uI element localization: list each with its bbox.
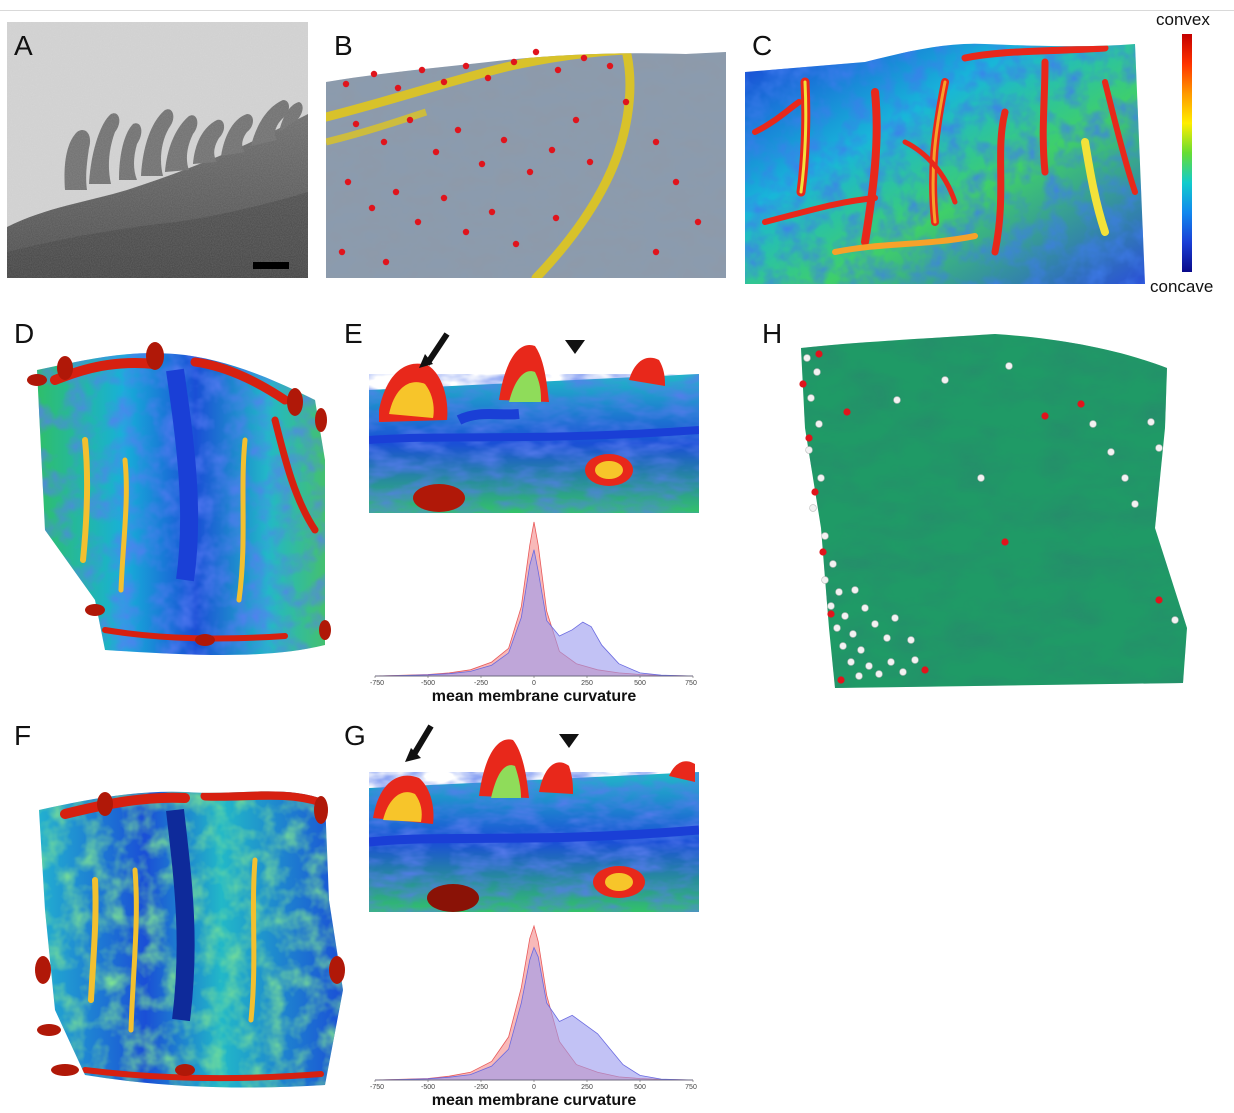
actin-filament-path	[326, 52, 635, 278]
panel-a-micrograph	[7, 22, 308, 278]
arrowhead-marker-g	[559, 734, 579, 748]
x-tick-label: -750	[370, 1084, 384, 1090]
edge-protrusions	[27, 342, 331, 646]
red-markers-h	[799, 350, 1163, 684]
x-tick-label: 250	[581, 680, 593, 686]
panel-letter-d: D	[14, 318, 35, 349]
em-image	[7, 22, 308, 278]
histogram-e: -750 -500 -250 0 250 500 750	[369, 516, 699, 686]
arrow-marker-g	[405, 748, 421, 762]
arrow-marker	[419, 354, 433, 368]
density-series-1	[374, 946, 694, 1081]
panel-g-closeup	[369, 722, 699, 912]
convex-peaks	[369, 344, 699, 512]
panel-letter-h: H	[762, 318, 783, 349]
closeup-e	[369, 330, 699, 513]
white-markers	[803, 354, 1179, 680]
panel-letter-c: C	[752, 30, 773, 61]
x-tick-label: 500	[634, 1084, 646, 1090]
panel-e-closeup	[369, 330, 699, 513]
colorbar	[1182, 34, 1192, 272]
panel-h-membrane-render	[795, 328, 1195, 693]
edge-protrusions-f	[35, 792, 345, 1076]
curvature-map-d	[27, 342, 331, 655]
curvature-map-f	[35, 791, 345, 1088]
histogram-g-xlabel: mean membrane curvature	[431, 1092, 637, 1109]
red-markers	[338, 48, 702, 266]
scale-bar	[253, 262, 289, 269]
x-tick-label: -250	[474, 1084, 488, 1090]
panel-letter-g: G	[344, 720, 366, 751]
x-tick-label: 250	[581, 1084, 593, 1090]
closeup-g	[369, 722, 699, 912]
arrowhead-marker	[565, 340, 585, 354]
curvature-map-c	[745, 22, 1155, 284]
panel-d-curvature-map	[25, 340, 345, 660]
x-tick-label: 500	[634, 680, 646, 686]
x-tick-label: 0	[532, 1084, 536, 1090]
x-tick-label: 750	[685, 1084, 697, 1090]
histogram-e-xlabel: mean membrane curvature	[431, 688, 637, 705]
colorbar-top-label: convex	[1156, 10, 1210, 29]
panel-c-curvature-map	[745, 22, 1155, 284]
membrane-render-h	[799, 334, 1187, 688]
density-series-1	[374, 549, 694, 677]
panel-letter-b: B	[334, 30, 353, 61]
histogram-e-plot: -750 -500 -250 0 250 500 750	[370, 521, 697, 686]
panel-letter-e: E	[344, 318, 363, 349]
colorbar-bottom-label: concave	[1150, 277, 1214, 296]
membrane-render	[326, 22, 736, 278]
x-tick-label: 0	[532, 680, 536, 686]
histogram-g-plot: -750 -500 -250 0 250 500 750	[370, 924, 697, 1090]
x-tick-label: -250	[474, 680, 488, 686]
convex-peaks-g	[369, 739, 699, 912]
panel-f-curvature-map	[25, 770, 350, 1095]
convex-ridges	[752, 44, 1138, 256]
panel-letter-f: F	[14, 720, 32, 751]
x-tick-label: 750	[685, 680, 697, 686]
x-tick-label: -500	[421, 1084, 435, 1090]
x-tick-label: -500	[421, 680, 435, 686]
panel-b-membrane-render	[326, 22, 736, 278]
histogram-g: -750 -500 -250 0 250 500 750	[369, 920, 699, 1090]
panel-letter-a: A	[14, 30, 33, 61]
x-tick-label: -750	[370, 680, 384, 686]
top-rule	[0, 10, 1234, 11]
